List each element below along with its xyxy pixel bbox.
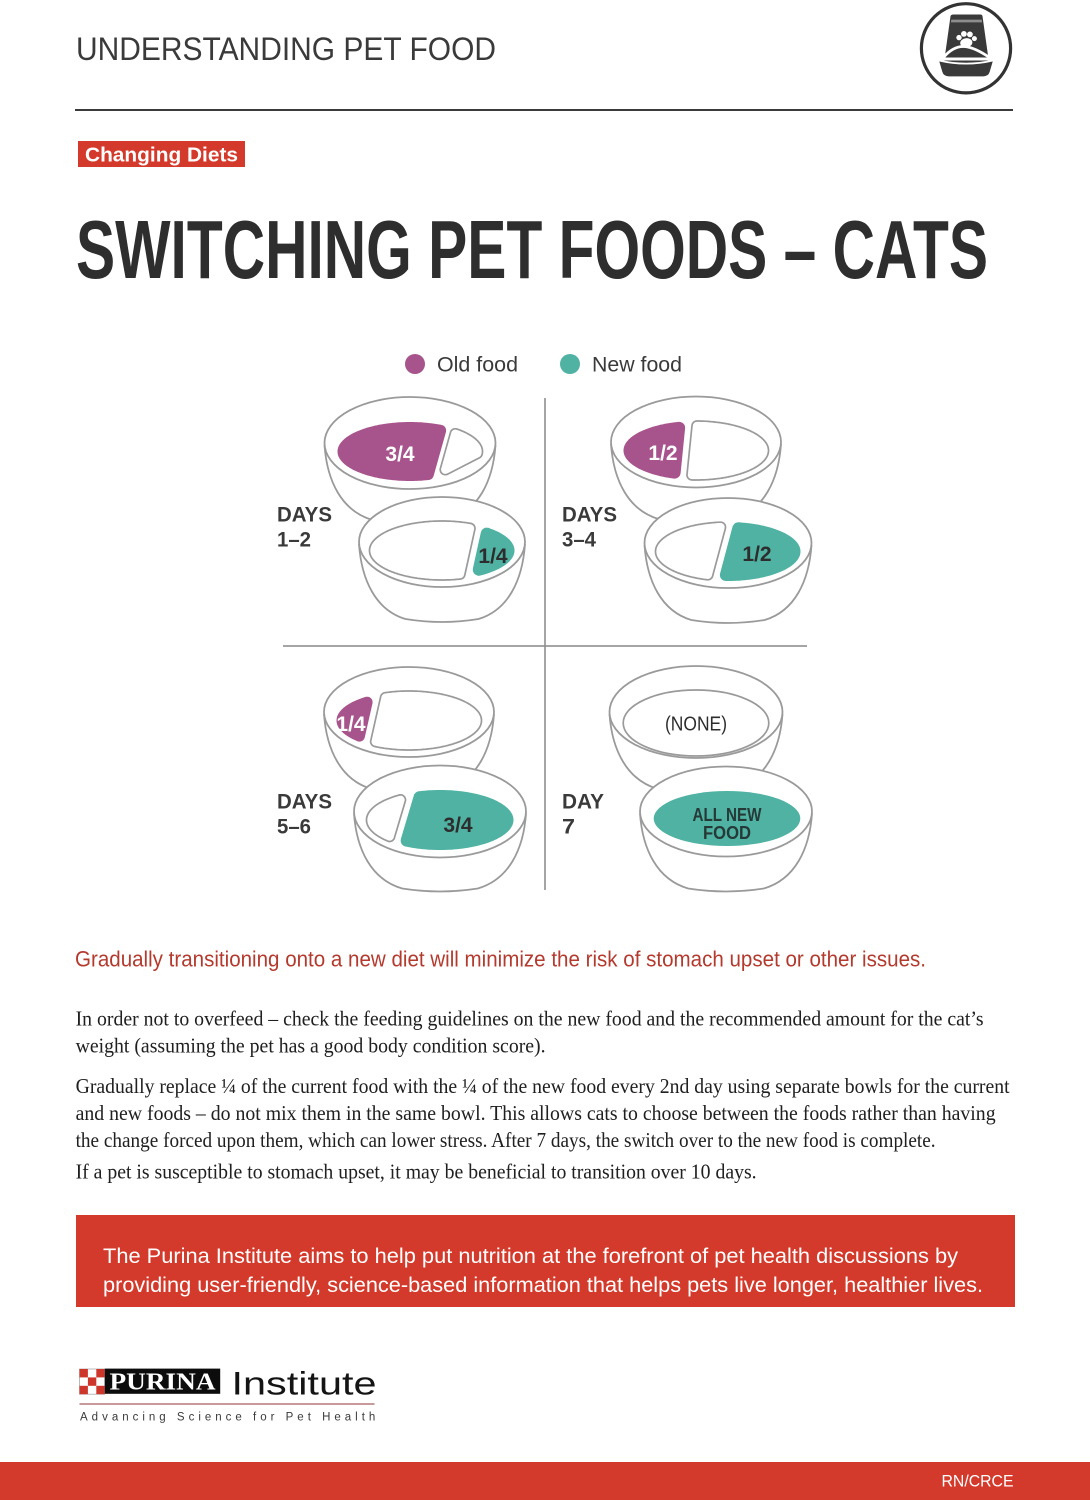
- svg-text:In order not to overfeed – che: In order not to overfeed – check the fee…: [76, 1006, 984, 1030]
- svg-text:DAYS: DAYS: [277, 790, 332, 814]
- svg-text:the change forced upon them, w: the change forced upon them, which can l…: [76, 1128, 936, 1152]
- svg-text:7: 7: [562, 815, 575, 839]
- svg-text:3–4: 3–4: [562, 528, 596, 552]
- svg-text:Advancing Science for Pet Heal: Advancing Science for Pet Health: [80, 1412, 379, 1424]
- svg-text:Changing Diets: Changing Diets: [85, 145, 238, 167]
- svg-text:1–2: 1–2: [277, 528, 311, 552]
- svg-text:and new foods – do not mix the: and new foods – do not mix them in the s…: [76, 1101, 996, 1125]
- svg-text:ALL NEW: ALL NEW: [693, 805, 762, 825]
- svg-text:1/2: 1/2: [648, 442, 677, 465]
- svg-text:If a pet is susceptible to sto: If a pet is susceptible to stomach upset…: [76, 1160, 757, 1184]
- svg-text:3/4: 3/4: [443, 814, 473, 837]
- svg-text:DAY: DAY: [562, 790, 604, 814]
- svg-text:DAYS: DAYS: [277, 503, 332, 527]
- svg-text:PURINA: PURINA: [110, 1369, 217, 1395]
- svg-text:SWITCHING PET FOODS – CATS: SWITCHING PET FOODS – CATS: [76, 203, 988, 296]
- svg-text:weight (assuming the pet has a: weight (assuming the pet has a good body…: [76, 1033, 546, 1057]
- svg-text:The Purina Institute aims to h: The Purina Institute aims to help put nu…: [103, 1244, 958, 1268]
- svg-text:(NONE): (NONE): [665, 714, 727, 736]
- svg-text:FOOD: FOOD: [703, 823, 751, 843]
- svg-text:3/4: 3/4: [385, 443, 415, 466]
- svg-text:Old food: Old food: [437, 353, 518, 377]
- svg-text:providing user-friendly, scien: providing user-friendly, science-based i…: [103, 1273, 983, 1297]
- svg-text:1/4: 1/4: [478, 545, 508, 568]
- svg-text:1/4: 1/4: [336, 713, 366, 736]
- svg-text:5–6: 5–6: [277, 815, 311, 839]
- svg-text:UNDERSTANDING PET FOOD: UNDERSTANDING PET FOOD: [76, 31, 496, 67]
- svg-text:RN/CRCE: RN/CRCE: [942, 1472, 1014, 1491]
- svg-text:1/2: 1/2: [742, 543, 771, 566]
- svg-text:Gradually replace ¼ of the cur: Gradually replace ¼ of the current food …: [76, 1074, 1010, 1098]
- svg-text:Institute: Institute: [232, 1365, 377, 1401]
- svg-text:Gradually transitioning onto a: Gradually transitioning onto a new diet …: [75, 947, 926, 972]
- svg-text:DAYS: DAYS: [562, 503, 617, 527]
- svg-text:New food: New food: [592, 353, 682, 377]
